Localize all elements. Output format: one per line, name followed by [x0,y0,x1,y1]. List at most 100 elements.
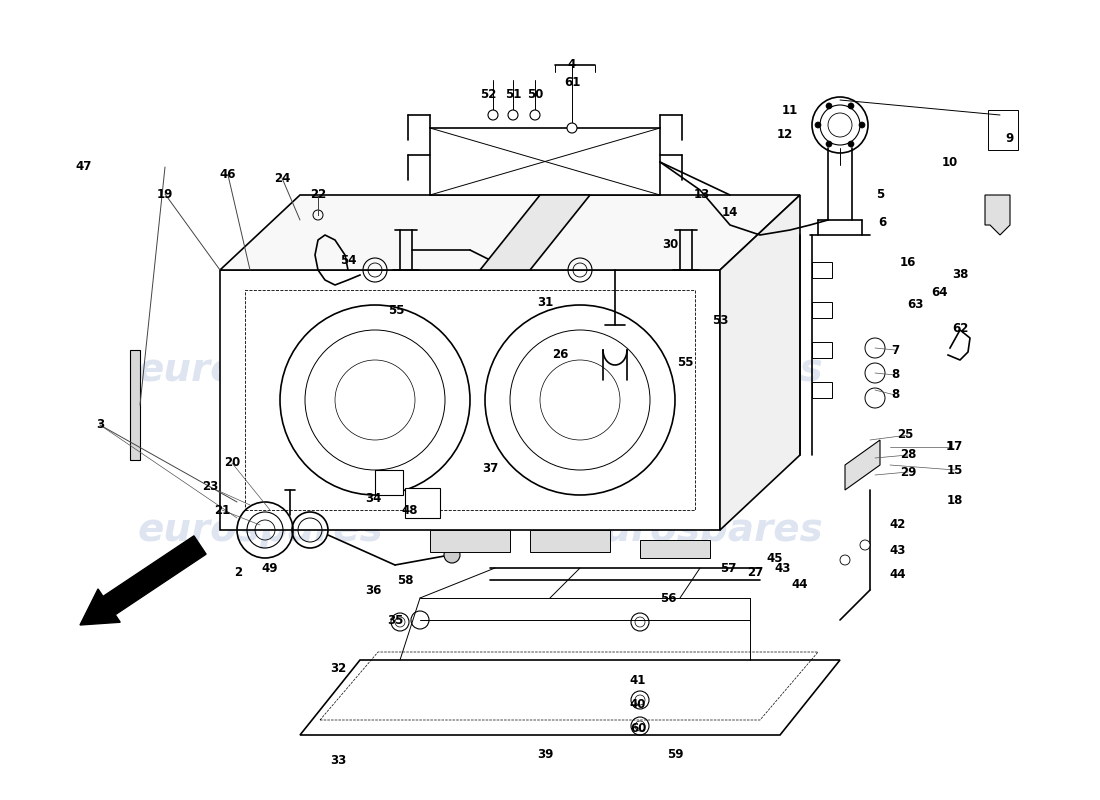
Text: 46: 46 [220,169,236,182]
Text: 39: 39 [537,749,553,762]
Bar [375,470,403,495]
Polygon shape [220,270,720,530]
Polygon shape [984,195,1010,235]
Circle shape [840,555,850,565]
Text: 7: 7 [891,343,899,357]
Circle shape [848,141,854,147]
Text: 40: 40 [630,698,646,711]
Circle shape [848,103,854,109]
Text: 24: 24 [274,171,290,185]
Text: 23: 23 [202,481,218,494]
Text: 43: 43 [890,543,906,557]
Text: 31: 31 [537,297,553,310]
Bar [405,488,440,518]
Text: 49: 49 [262,562,278,574]
Text: eurospares: eurospares [578,351,823,389]
Text: 33: 33 [330,754,346,766]
Text: 2: 2 [234,566,242,578]
Circle shape [826,141,832,147]
Text: 20: 20 [224,457,240,470]
Circle shape [488,110,498,120]
Text: eurospares: eurospares [138,511,383,549]
Polygon shape [845,440,880,490]
Text: 4: 4 [568,58,576,71]
Text: 58: 58 [397,574,414,586]
Text: 35: 35 [387,614,404,626]
Text: 16: 16 [900,255,916,269]
Text: 52: 52 [480,89,496,102]
Bar [430,530,510,552]
Text: 54: 54 [340,254,356,266]
Polygon shape [430,128,660,195]
Text: 44: 44 [792,578,808,591]
Text: 38: 38 [952,269,968,282]
Text: 42: 42 [890,518,906,531]
Text: 28: 28 [900,449,916,462]
Text: 41: 41 [630,674,646,686]
Circle shape [530,110,540,120]
FancyArrow shape [80,536,206,625]
Circle shape [566,123,578,133]
Polygon shape [220,195,800,270]
Text: 61: 61 [564,75,580,89]
Text: 30: 30 [662,238,678,251]
Text: 50: 50 [527,89,543,102]
Text: 11: 11 [782,103,799,117]
Text: 8: 8 [891,389,899,402]
Text: 36: 36 [365,583,382,597]
Text: 53: 53 [712,314,728,326]
Text: 22: 22 [310,187,326,201]
Text: 8: 8 [891,369,899,382]
Text: 25: 25 [896,429,913,442]
Text: eurospares: eurospares [578,511,823,549]
Text: 44: 44 [890,569,906,582]
Bar [640,540,710,558]
Text: 18: 18 [947,494,964,506]
Text: 29: 29 [900,466,916,478]
Text: 32: 32 [330,662,346,674]
Text: 21: 21 [213,503,230,517]
Bar [812,382,832,398]
Text: 55: 55 [676,357,693,370]
Bar [812,262,832,278]
Text: 9: 9 [1005,131,1014,145]
Bar [812,342,832,358]
Text: 14: 14 [722,206,738,218]
Text: eurospares: eurospares [138,351,383,389]
Text: 59: 59 [667,749,683,762]
Circle shape [860,540,870,550]
Text: 1: 1 [946,441,954,454]
Text: 56: 56 [660,591,676,605]
Text: 13: 13 [694,189,711,202]
Circle shape [508,110,518,120]
Text: 19: 19 [157,187,173,201]
Text: 6: 6 [878,215,887,229]
Polygon shape [720,195,800,530]
Text: 51: 51 [505,89,521,102]
Circle shape [859,122,865,128]
Text: 48: 48 [402,503,418,517]
Text: 34: 34 [365,491,382,505]
Polygon shape [130,350,140,460]
Bar [988,110,1018,150]
Text: 47: 47 [76,161,92,174]
Text: 12: 12 [777,129,793,142]
Text: 55: 55 [387,303,405,317]
Text: 5: 5 [876,189,884,202]
Text: 26: 26 [552,349,569,362]
Text: 57: 57 [719,562,736,574]
Text: 43: 43 [774,562,791,574]
Text: 37: 37 [482,462,498,474]
Polygon shape [480,195,590,270]
Text: 10: 10 [942,157,958,170]
Text: 17: 17 [947,441,964,454]
Text: 27: 27 [747,566,763,578]
Text: 45: 45 [767,551,783,565]
Polygon shape [300,660,840,735]
Text: 62: 62 [952,322,968,334]
Text: 3: 3 [96,418,104,431]
Circle shape [826,103,832,109]
Text: 15: 15 [947,463,964,477]
Text: 63: 63 [906,298,923,311]
Text: 64: 64 [932,286,948,298]
